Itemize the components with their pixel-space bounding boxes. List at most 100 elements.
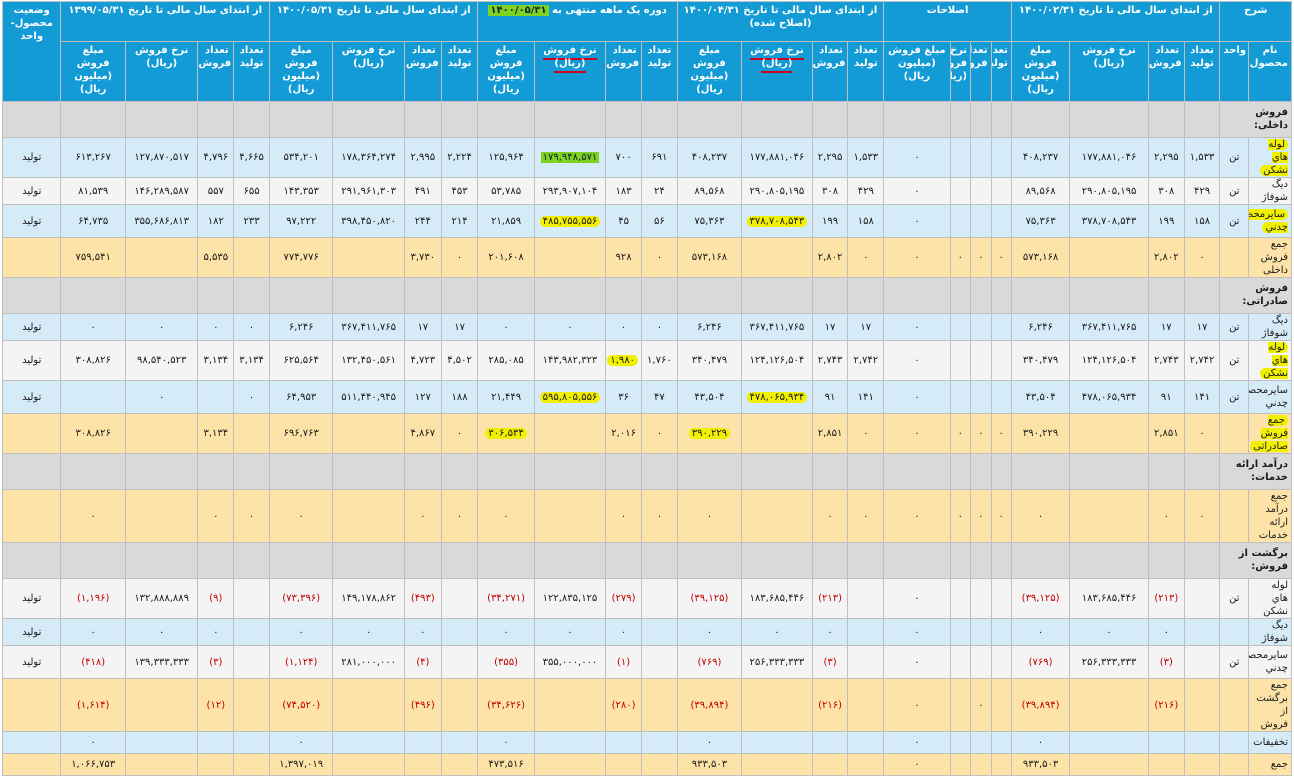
value-cell: ۴۵ xyxy=(605,204,642,238)
value-text: ۰ xyxy=(503,510,509,522)
value-cell: (۱,۱۲۴) xyxy=(268,645,334,679)
value-cell xyxy=(970,177,992,205)
value-text: ۴۹۱ xyxy=(414,185,431,197)
value-cell: (۳۹,۱۲۵) xyxy=(676,578,743,619)
value-cell: ۱۴۱ xyxy=(1183,380,1221,414)
empty-cell xyxy=(676,542,743,579)
value-text: ۲۵۶,۳۳۳,۳۳۳ xyxy=(749,656,805,668)
value-cell: ۴۷ xyxy=(641,380,678,414)
value-cell: ۱,۷۶۰ xyxy=(641,340,678,381)
unit-cell xyxy=(1219,678,1250,732)
value-text: (۴۱۸) xyxy=(81,656,106,668)
value-text: ۱۷۷,۸۸۱,۰۴۶ xyxy=(1081,152,1137,163)
value-text: ۳,۱۳۴ xyxy=(203,428,229,439)
value-text: ۰ xyxy=(620,321,627,333)
empty-cell xyxy=(883,453,951,490)
value-text: ۰ xyxy=(827,626,833,638)
value-text: ۱۷۸,۳۶۴,۲۷۴ xyxy=(341,152,396,163)
empty-cell xyxy=(332,277,405,314)
value-cell: ۱۷۸,۳۶۴,۲۷۴ xyxy=(332,137,405,178)
value-cell: (۲۱۶) xyxy=(811,678,849,732)
value-text: (۷۶۹) xyxy=(697,656,722,668)
value-text: (۱,۱۲۴) xyxy=(284,656,318,668)
product-name-text: لوله هاي نشكن xyxy=(1263,580,1288,617)
value-text: ۲,۲۲۴ xyxy=(447,152,472,163)
value-cell xyxy=(970,578,992,619)
value-text: ۲۵۶,۳۳۳,۳۳۳ xyxy=(1081,656,1137,668)
value-text: ۰ xyxy=(914,593,920,604)
value-cell: (۳۵۵) xyxy=(477,645,535,679)
value-cell: ۴۳,۵۰۴ xyxy=(1010,380,1071,414)
value-text: ۰ xyxy=(567,321,573,333)
value-cell xyxy=(440,753,479,776)
value-text: ۲۰۱,۶۰۸ xyxy=(488,252,524,263)
value-cell: (۳۹,۸۹۴) xyxy=(1010,678,1071,732)
sales-count-header-label: تعداد فروش xyxy=(812,45,846,69)
production-count-header-label: تعداد تولید xyxy=(853,45,878,69)
value-text: ۰ xyxy=(1037,510,1044,522)
value-text: ۰ xyxy=(774,626,780,638)
value-cell: ۲,۸۰۲ xyxy=(1147,237,1185,278)
empty-cell xyxy=(60,453,126,490)
value-text: ۱۷ xyxy=(860,321,872,333)
empty-cell xyxy=(641,277,678,314)
product-name: سايرمحصولات چدني xyxy=(1248,380,1292,414)
group-header-2: اصلاحات xyxy=(883,1,1012,42)
production-count-header: تعداد تولید xyxy=(847,41,885,102)
empty-cell xyxy=(197,542,235,579)
value-cell: ۵۷۳,۱۶۸ xyxy=(1010,237,1071,278)
value-cell: ۱۲۴,۱۲۶,۵۰۴ xyxy=(1069,340,1149,381)
value-cell: ۰ xyxy=(970,489,992,543)
sales-rate-header-label: نرخ فروش (ریال) xyxy=(1082,45,1136,69)
empty-cell xyxy=(440,542,479,579)
empty-cell xyxy=(124,542,199,579)
value-text: ۷۵,۳۶۳ xyxy=(1025,215,1056,227)
empty-cell xyxy=(990,277,1012,314)
value-cell: ۰ xyxy=(533,618,607,646)
value-cell: ۰ xyxy=(741,618,813,646)
value-cell: ۱۴۶,۲۸۹,۵۸۷ xyxy=(124,177,199,205)
value-cell: ۰ xyxy=(883,237,951,278)
production-count-header-label: تعداد تولید xyxy=(992,45,1008,69)
value-text: ۷۵,۳۶۳ xyxy=(694,215,725,227)
value-cell xyxy=(332,489,405,543)
value-cell: (۷۶۹) xyxy=(676,645,743,679)
unit-cell: تن xyxy=(1219,645,1250,679)
value-cell xyxy=(533,489,607,543)
value-cell xyxy=(233,618,270,646)
value-text: ۵۷۳,۱۶۸ xyxy=(1022,252,1059,263)
value-cell: ۰ xyxy=(883,678,951,732)
value-text: ۰ xyxy=(503,737,509,748)
value-cell xyxy=(847,618,885,646)
value-text: ۱۷ xyxy=(417,321,429,333)
value-cell: ۵۳,۷۸۵ xyxy=(477,177,535,205)
value-text: ۳,۱۳۴ xyxy=(239,355,264,366)
value-cell xyxy=(332,753,405,776)
value-text: ۶۵۵ xyxy=(243,185,260,197)
value-cell: ۵,۵۳۵ xyxy=(197,237,235,278)
period-date: ۱۴۰۰/۰۵/۳۱ xyxy=(488,5,549,16)
value-cell xyxy=(533,413,607,454)
empty-cell xyxy=(970,542,992,579)
value-cell: ۴,۶۶۵ xyxy=(233,137,270,178)
value-cell: ۱۴۱ xyxy=(847,380,885,414)
empty-cell xyxy=(440,453,479,490)
empty-cell xyxy=(268,277,334,314)
value-cell: ۱۳۹,۳۳۳,۳۳۳ xyxy=(124,645,199,679)
empty-cell xyxy=(124,277,199,314)
value-text: ۴۸۵,۷۵۵,۵۵۶ xyxy=(539,215,601,227)
value-cell: ۳,۱۳۴ xyxy=(233,340,270,381)
value-text: (۲۱۳) xyxy=(1154,593,1179,604)
product-name-text: جمع درآمد ارائه خدمات xyxy=(1258,491,1288,541)
value-text: ۲,۸۵۱ xyxy=(817,428,843,439)
value-text: ۰ xyxy=(863,428,869,439)
empty-cell xyxy=(268,453,334,490)
value-text: ۴۰۸,۲۳۷ xyxy=(691,152,728,163)
value-cell xyxy=(233,645,270,679)
value-text: ۹۳۳,۵۰۳ xyxy=(1022,759,1059,770)
value-text: ۰ xyxy=(213,321,219,333)
product-name-text: لوله هاي نشكن xyxy=(1260,139,1288,176)
value-cell xyxy=(641,678,678,732)
